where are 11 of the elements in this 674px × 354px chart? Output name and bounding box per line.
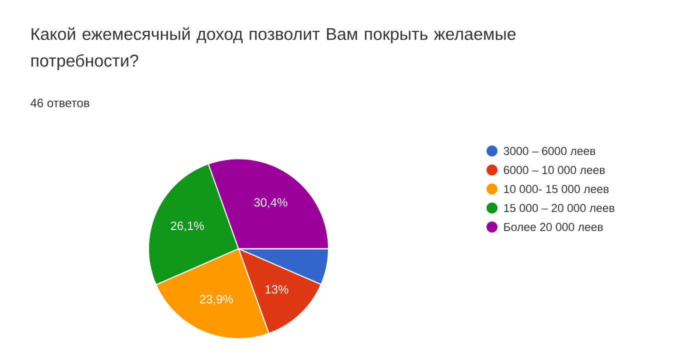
- chart-title: Какой ежемесячный доход позволит Вам покрыть желаемые потребности?: [31, 27, 516, 70]
- chart-subtitle: 46 ответов: [30, 98, 90, 108]
- legend-label: 3000 – 6000 леев: [504, 146, 596, 156]
- legend-label: 15 000 – 20 000 леев: [504, 204, 614, 212]
- data-label: 13%: [266, 285, 288, 294]
- data-label: 30,4%: [254, 198, 288, 208]
- legend-label: 6000 – 10 000 леев: [504, 166, 605, 174]
- data-label: 26,1%: [170, 222, 204, 232]
- legend-label: Более 20 000 леев: [504, 222, 603, 232]
- data-label: 23,9%: [200, 294, 233, 305]
- legend-label: 10 000- 15 000 леев: [504, 184, 609, 194]
